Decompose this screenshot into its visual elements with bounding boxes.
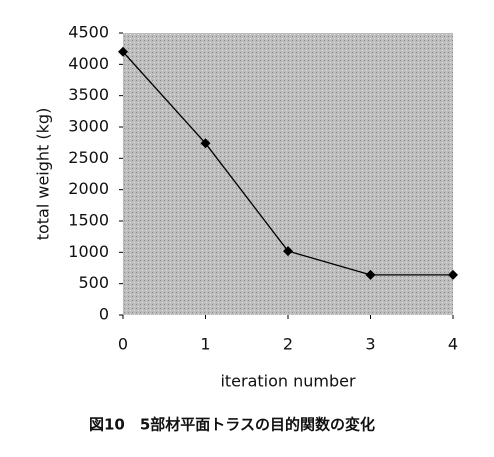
point-marker [118, 46, 128, 57]
y-tick-label: 1500 [68, 211, 109, 230]
y-tick-label: 4500 [68, 23, 109, 42]
y-tick-label: 3000 [68, 117, 109, 136]
point-marker [200, 138, 211, 149]
y-axis-label: total weight (kg) [34, 108, 53, 241]
y-tick-label: 3500 [68, 85, 109, 104]
x-tick-label: 1 [200, 335, 210, 354]
x-tick-label: 0 [118, 335, 128, 354]
x-tick-label: 4 [448, 335, 458, 354]
y-tick-label: 0 [99, 305, 109, 324]
plot-texture [123, 33, 453, 315]
y-tick-label: 2000 [68, 179, 109, 198]
y-tick-label: 4000 [68, 54, 109, 73]
point-marker [365, 269, 376, 280]
y-tick-label: 1000 [68, 242, 109, 261]
caption: 図10 5部材平面トラスの目的関数の変化 [89, 416, 375, 434]
y-tick-label: 2500 [68, 148, 109, 167]
x-axis-label: iteration number [220, 372, 356, 391]
point-marker [448, 269, 458, 280]
x-tick-label: 3 [365, 335, 375, 354]
y-tick-label: 500 [78, 273, 109, 292]
x-tick-label: 2 [283, 335, 293, 354]
point-marker [283, 246, 293, 257]
